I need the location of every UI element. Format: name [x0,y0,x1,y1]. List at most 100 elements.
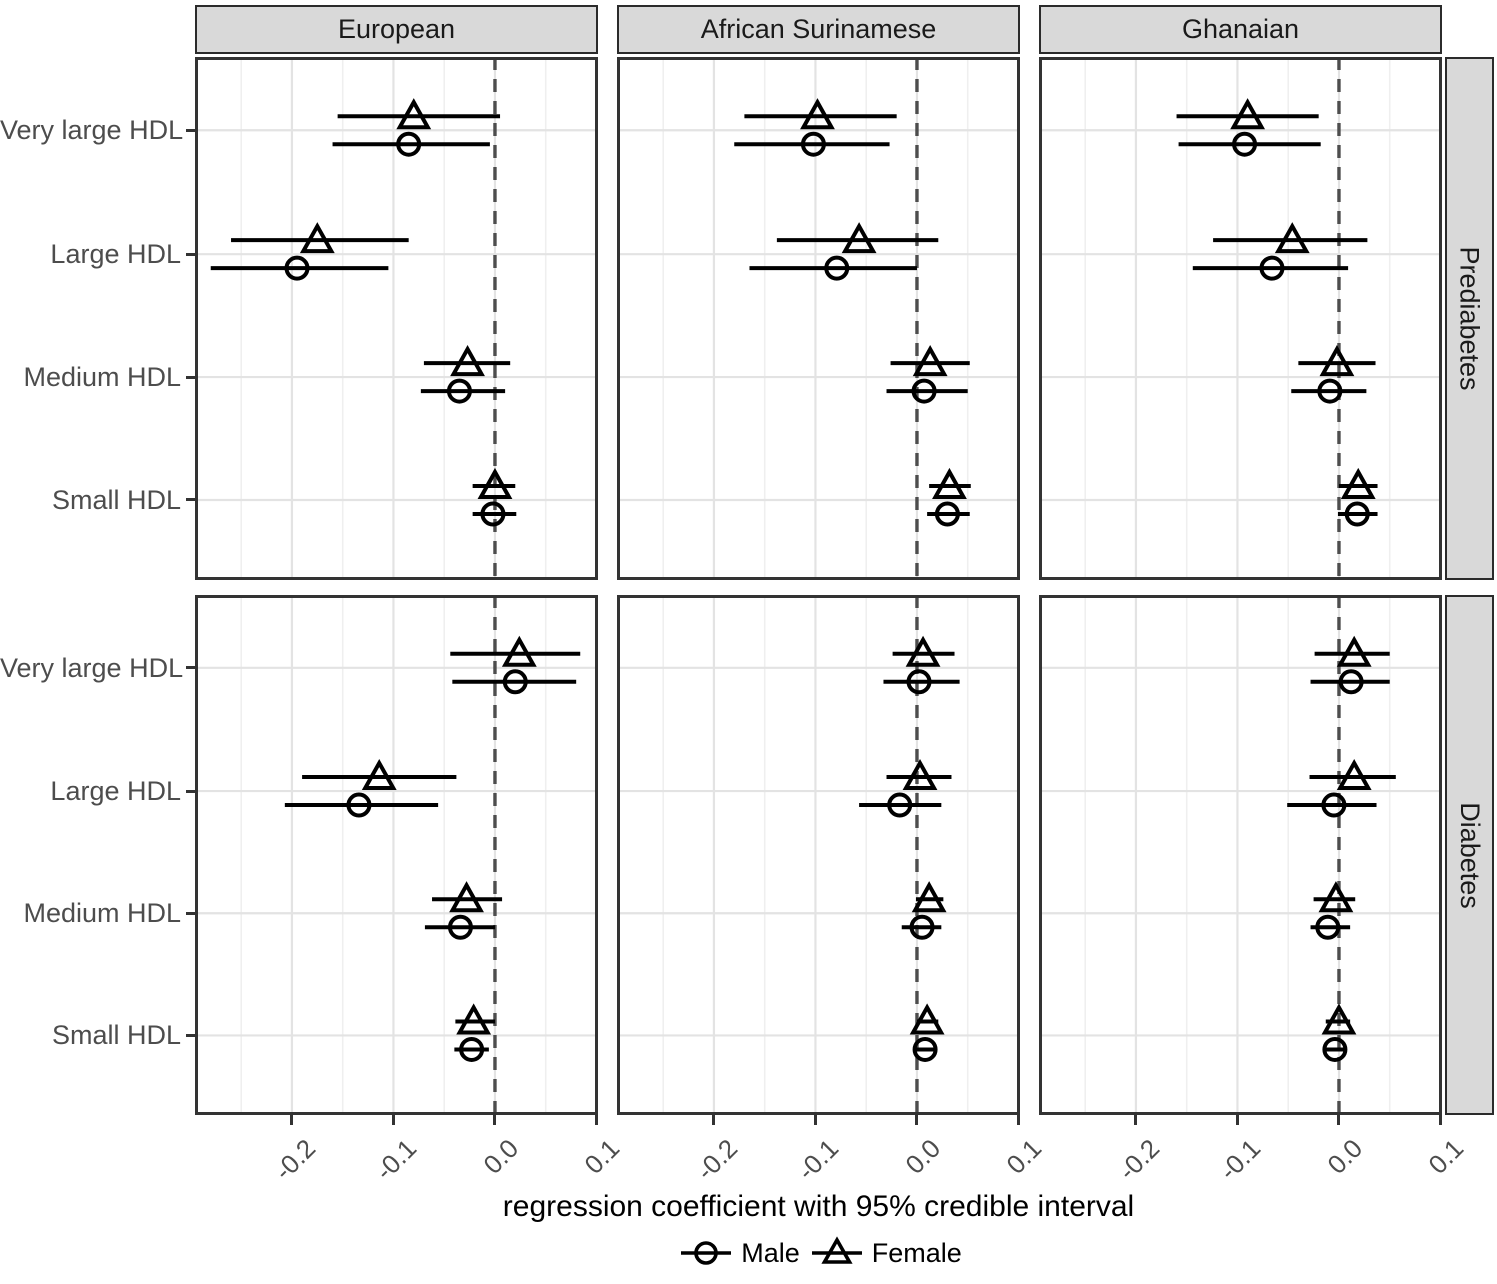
x-axis-tick-label: 0.0 [899,1133,947,1180]
x-axis-tick-label: -0.1 [369,1133,423,1186]
x-axis-tick [1134,1115,1138,1125]
male-point-circle [1315,914,1341,940]
forest-row-small-hdl [454,1003,495,1062]
y-axis-label-large-hdl: Large HDL [50,239,181,270]
female-point-triangle [449,881,484,913]
male-point-circle [447,914,473,940]
panel-european-diabetes [195,595,598,1115]
female-point-triangle [1321,1003,1357,1035]
y-axis-tick [186,128,195,132]
female-point-triangle [361,758,397,791]
legend-item-female: Female [806,1236,962,1270]
male-point-circle [459,1036,485,1062]
x-axis-tick-label: 0.1 [1422,1133,1470,1180]
male-point-circle [284,255,310,281]
y-axis-tick [186,666,195,670]
facet-strip-prediabetes: Prediabetes [1445,57,1494,580]
x-axis-title: regression coefficient with 95% credible… [502,1190,1135,1223]
y-axis-label-small-hdl: Small HDL [51,484,181,515]
male-point-circle [1321,792,1347,818]
male-point-circle [909,914,935,940]
female-point-triangle [800,98,835,130]
panel-ghanaian-diabetes [1039,595,1442,1115]
forest-row-very-large-hdl [332,98,501,157]
female-point-triangle [841,222,877,254]
panel-european-prediabetes [195,57,598,580]
legend-item-male: Male [675,1236,800,1270]
forest-row-small-hdl [1321,1003,1357,1062]
forest-row-very-large-hdl [450,635,581,695]
female-point-triangle [501,635,537,667]
female-point-triangle [1340,467,1376,499]
x-axis-tick [594,1115,598,1125]
male-point-circle [1322,1036,1348,1062]
forest-row-large-hdl [749,222,939,281]
male-point-circle [1338,669,1364,695]
x-axis-tick-label: -0.2 [1112,1133,1166,1186]
y-axis-tick [186,252,195,256]
x-axis-tick [290,1115,294,1125]
y-axis-label-medium-hdl: Medium HDL [23,362,181,393]
forest-row-small-hdl [927,467,971,527]
female-point-triangle [932,467,967,499]
facet-strip-african-surinamese: African Surinamese [617,5,1020,54]
forest-row-large-hdl [1192,222,1368,281]
forest-row-medium-hdl [901,881,947,940]
male-point-circle [887,792,913,818]
x-axis-tick-label: -0.2 [690,1133,744,1186]
male-point-circle [1317,378,1343,404]
facet-strip-label: Diabetes [1455,801,1486,909]
male-point-circle [480,501,506,527]
female-point-triangle [912,344,948,377]
forest-row-large-hdl [1287,758,1396,818]
forest-row-large-hdl [284,758,457,818]
x-axis-tick-label: 0.0 [1321,1133,1369,1180]
female-point-triangle [1319,344,1355,377]
legend-label-male: Male [741,1237,800,1268]
female-point-triangle [1230,98,1266,130]
panel-african-surinamese-diabetes [617,595,1020,1115]
y-axis-label-medium-hdl: Medium HDL [23,898,181,929]
forest-row-very-large-hdl [1176,98,1321,157]
forest-row-very-large-hdl [883,635,960,695]
facet-strip-label: Ghanaian [1181,14,1300,44]
x-axis-tick-label: -0.1 [791,1133,845,1186]
male-point-circle [911,378,937,404]
x-axis-tick-label: -0.2 [268,1133,322,1186]
x-axis-tick [915,1115,919,1125]
male-point-circle [1344,501,1370,527]
forest-row-medium-hdl [420,344,511,404]
female-point-triangle [299,222,335,254]
forest-row-small-hdl [909,1003,945,1062]
x-axis-tick [391,1115,395,1125]
x-axis-tick-label: 0.1 [1000,1133,1048,1180]
female-point-triangle [1336,635,1372,667]
facet-strip-diabetes: Diabetes [1445,595,1494,1115]
x-axis-tick-label: 0.1 [578,1133,626,1180]
y-axis-label-small-hdl: Small HDL [51,1020,181,1051]
male-point-circle [912,1036,938,1062]
female-point-triangle [1336,758,1372,791]
y-axis-label-very-large-hdl: Very large HDL [0,652,184,683]
female-point-triangle [477,467,513,499]
forest-row-small-hdl [472,467,517,527]
forest-row-small-hdl [1337,467,1378,527]
forest-row-medium-hdl [886,344,970,404]
forest-row-very-large-hdl [1310,635,1390,695]
female-point-triangle [1318,881,1354,913]
facet-strip-label: African Surinamese [700,14,937,44]
female-point-triangle [456,1003,492,1035]
y-axis-tick [186,1033,195,1037]
forest-row-medium-hdl [1310,881,1356,940]
x-axis-tick-label: 0.0 [477,1133,525,1180]
facet-strip-ghanaian: Ghanaian [1039,5,1442,54]
x-axis-tick [813,1115,817,1125]
x-axis-tick [1438,1115,1442,1125]
y-axis-tick [186,789,195,793]
y-axis-tick [186,911,195,915]
y-axis-tick [186,375,195,379]
forest-row-medium-hdl [424,881,503,940]
male-point-circle [1232,131,1258,157]
legend: Male Female [195,1236,1442,1270]
legend-label-female: Female [871,1237,962,1268]
